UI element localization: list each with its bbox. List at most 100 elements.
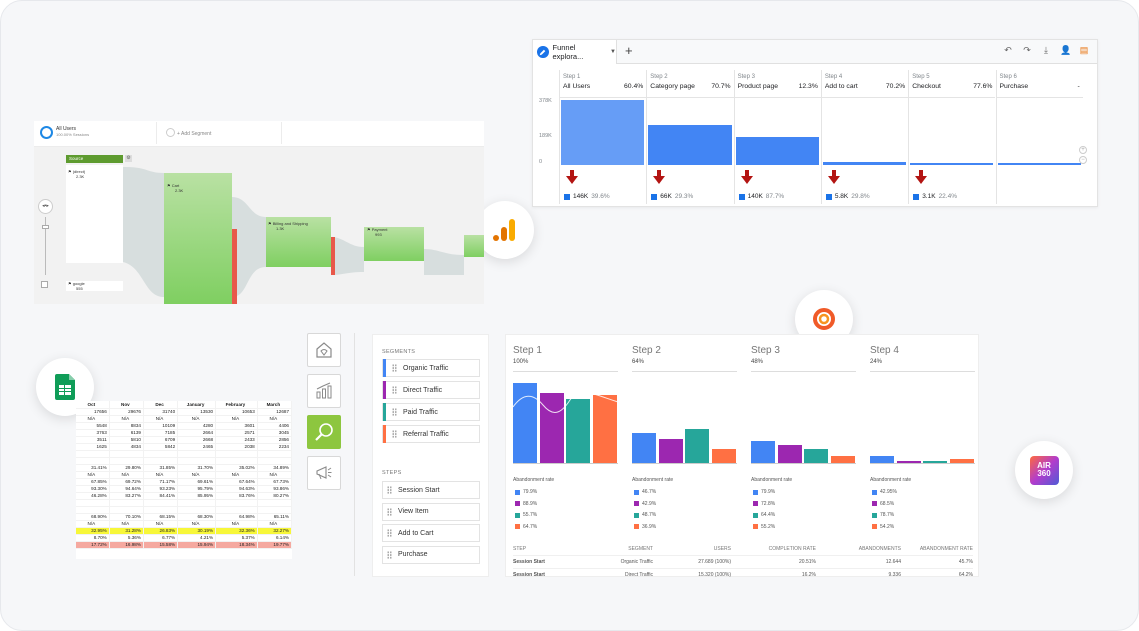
sheet-cell[interactable]: N/A — [76, 471, 110, 479]
funnel-step-bar[interactable] — [711, 449, 736, 463]
sheet-cell[interactable]: 31740 — [143, 408, 179, 416]
sheet-cell[interactable] — [177, 506, 217, 514]
sheet-cell[interactable]: N/A — [76, 415, 110, 423]
funnel-bar[interactable] — [735, 136, 819, 165]
funnel-step-bar[interactable] — [751, 440, 775, 463]
step-item[interactable]: View Item — [382, 502, 480, 521]
sheet-cell[interactable]: March — [257, 401, 292, 409]
sheet-cell[interactable]: 93.86% — [257, 485, 292, 493]
sheet-cell[interactable]: 84.41% — [143, 492, 179, 500]
node-next[interactable] — [464, 235, 484, 257]
sheet-cell[interactable] — [215, 506, 258, 514]
sheet-cell[interactable]: 71.17% — [143, 478, 179, 486]
ga-step-column[interactable]: Step 6 Purchase - — [995, 70, 1083, 204]
sheet-cell[interactable] — [143, 457, 179, 465]
sheet-cell[interactable]: 15.94% — [177, 541, 217, 549]
funnel-step-bar[interactable] — [632, 432, 656, 463]
sheet-cell[interactable]: 5810 — [109, 436, 144, 444]
add-segment-button[interactable]: + Add Segment — [156, 122, 282, 144]
sheet-cell[interactable]: 8.70% — [76, 534, 110, 542]
sheet-cell[interactable]: 6.77% — [143, 534, 179, 542]
share-user-icon[interactable]: 👤 — [1060, 45, 1072, 55]
ga-step-column[interactable]: Step 2 Category page 70.7% 66K 29.3% — [646, 70, 734, 204]
sheet-cell[interactable]: 35.02% — [215, 464, 258, 472]
sheet-cell[interactable]: 32.95% — [76, 527, 110, 535]
sheet-cell[interactable] — [143, 450, 179, 458]
sheet-cell[interactable] — [215, 499, 258, 507]
column-header[interactable]: ABANDONMENTS — [858, 545, 901, 552]
sheet-cell[interactable]: 2664 — [177, 429, 217, 437]
sheet-cell[interactable]: N/A — [215, 520, 258, 528]
zoom-out-icon[interactable] — [41, 281, 48, 288]
sheet-cell[interactable]: N/A — [177, 471, 217, 479]
zoom-in-icon[interactable]: + — [1079, 146, 1087, 154]
segment-item[interactable]: Direct Traffic — [382, 381, 480, 399]
sheet-cell[interactable] — [215, 450, 258, 458]
sheet-cell[interactable]: 13530 — [177, 408, 217, 416]
column-header[interactable]: COMPLETION RATE — [768, 545, 816, 552]
sheet-cell[interactable]: 70.10% — [109, 513, 144, 521]
funnel-step-bar[interactable] — [896, 460, 921, 463]
sheet-cell[interactable]: 31.28% — [109, 527, 144, 535]
drag-handle-icon[interactable] — [387, 550, 392, 559]
sheet-cell[interactable]: N/A — [215, 471, 258, 479]
sheet-cell[interactable]: 8834 — [109, 422, 144, 430]
sheet-cell[interactable]: 68.30% — [177, 513, 217, 521]
sheet-cell[interactable]: 31.70% — [177, 464, 217, 472]
sheet-cell[interactable] — [76, 506, 110, 514]
node-google[interactable]: ⚑ google 555 — [68, 281, 85, 291]
sheet-cell[interactable]: N/A — [143, 471, 179, 479]
sheet-cell[interactable]: 32.36% — [215, 527, 258, 535]
funnel-step-bar[interactable] — [804, 449, 828, 463]
node-direct[interactable]: ⚑ (direct) 2.3K — [68, 169, 86, 179]
drag-handle-icon[interactable] — [387, 529, 392, 537]
sheet-cell[interactable]: Nov — [109, 401, 144, 409]
sheet-cell[interactable] — [109, 499, 144, 507]
sheet-cell[interactable]: 6.14% — [257, 534, 292, 542]
sheet-cell[interactable] — [143, 506, 179, 514]
node-billing[interactable] — [266, 217, 331, 267]
sheet-cell[interactable]: 34.89% — [257, 464, 292, 472]
drag-handle-icon[interactable] — [392, 364, 397, 372]
sheet-cell[interactable]: 1625 — [76, 443, 110, 451]
sheet-cell[interactable]: 31.41% — [76, 464, 110, 472]
sheet-cell[interactable]: N/A — [177, 520, 217, 528]
sheet-cell[interactable]: N/A — [257, 471, 292, 479]
funnel-step-bar[interactable] — [592, 395, 617, 463]
funnel-step-bar[interactable] — [777, 445, 802, 463]
step-item[interactable]: Purchase — [382, 545, 480, 564]
sheet-cell[interactable]: 7185 — [143, 429, 179, 437]
sheet-cell[interactable]: 2668 — [177, 436, 217, 444]
sheet-cell[interactable]: 6139 — [109, 429, 144, 437]
drag-handle-icon[interactable] — [387, 507, 392, 516]
sheet-cell[interactable]: 83.76% — [215, 492, 258, 500]
step-item[interactable]: Add to Cart — [382, 524, 480, 542]
sheet-cell[interactable] — [76, 450, 110, 458]
sheet-cell[interactable] — [109, 450, 144, 458]
nav-search-button[interactable] — [307, 415, 341, 449]
sheet-cell[interactable]: N/A — [143, 415, 179, 423]
tab-funnel-exploration[interactable]: Funnel explora... ▼ — [533, 40, 617, 64]
funnel-bar[interactable] — [910, 162, 994, 165]
sheet-cell[interactable]: 15.58% — [143, 541, 179, 549]
ga-step-column[interactable]: Step 1 All Users 60.4% 146K 39.6% — [559, 70, 647, 204]
sheet-cell[interactable]: 4.21% — [177, 534, 217, 542]
node-cart[interactable] — [164, 173, 232, 304]
sheet-cell[interactable]: 83.27% — [109, 492, 144, 500]
segment-item[interactable]: Paid Traffic — [382, 403, 480, 421]
sheet-cell[interactable]: 69.72% — [109, 478, 144, 486]
sheet-cell[interactable]: N/A — [109, 471, 144, 479]
sheet-cell[interactable]: 5842 — [143, 443, 179, 451]
sheet-cell[interactable]: 2856 — [257, 436, 292, 444]
funnel-bar[interactable] — [997, 163, 1081, 165]
sheet-cell[interactable]: 10653 — [215, 408, 258, 416]
funnel-bar[interactable] — [822, 161, 907, 165]
sheet-cell[interactable]: 32.27% — [257, 527, 292, 535]
step-item[interactable]: Session Start — [382, 481, 480, 499]
sheet-cell[interactable] — [76, 499, 110, 507]
sheet-cell[interactable]: 80.27% — [257, 492, 292, 500]
funnel-step-bar[interactable] — [539, 392, 564, 463]
funnel-step-bar[interactable] — [949, 459, 974, 463]
sheet-cell[interactable]: N/A — [143, 520, 179, 528]
sheet-cell[interactable]: 93.30% — [76, 485, 110, 493]
